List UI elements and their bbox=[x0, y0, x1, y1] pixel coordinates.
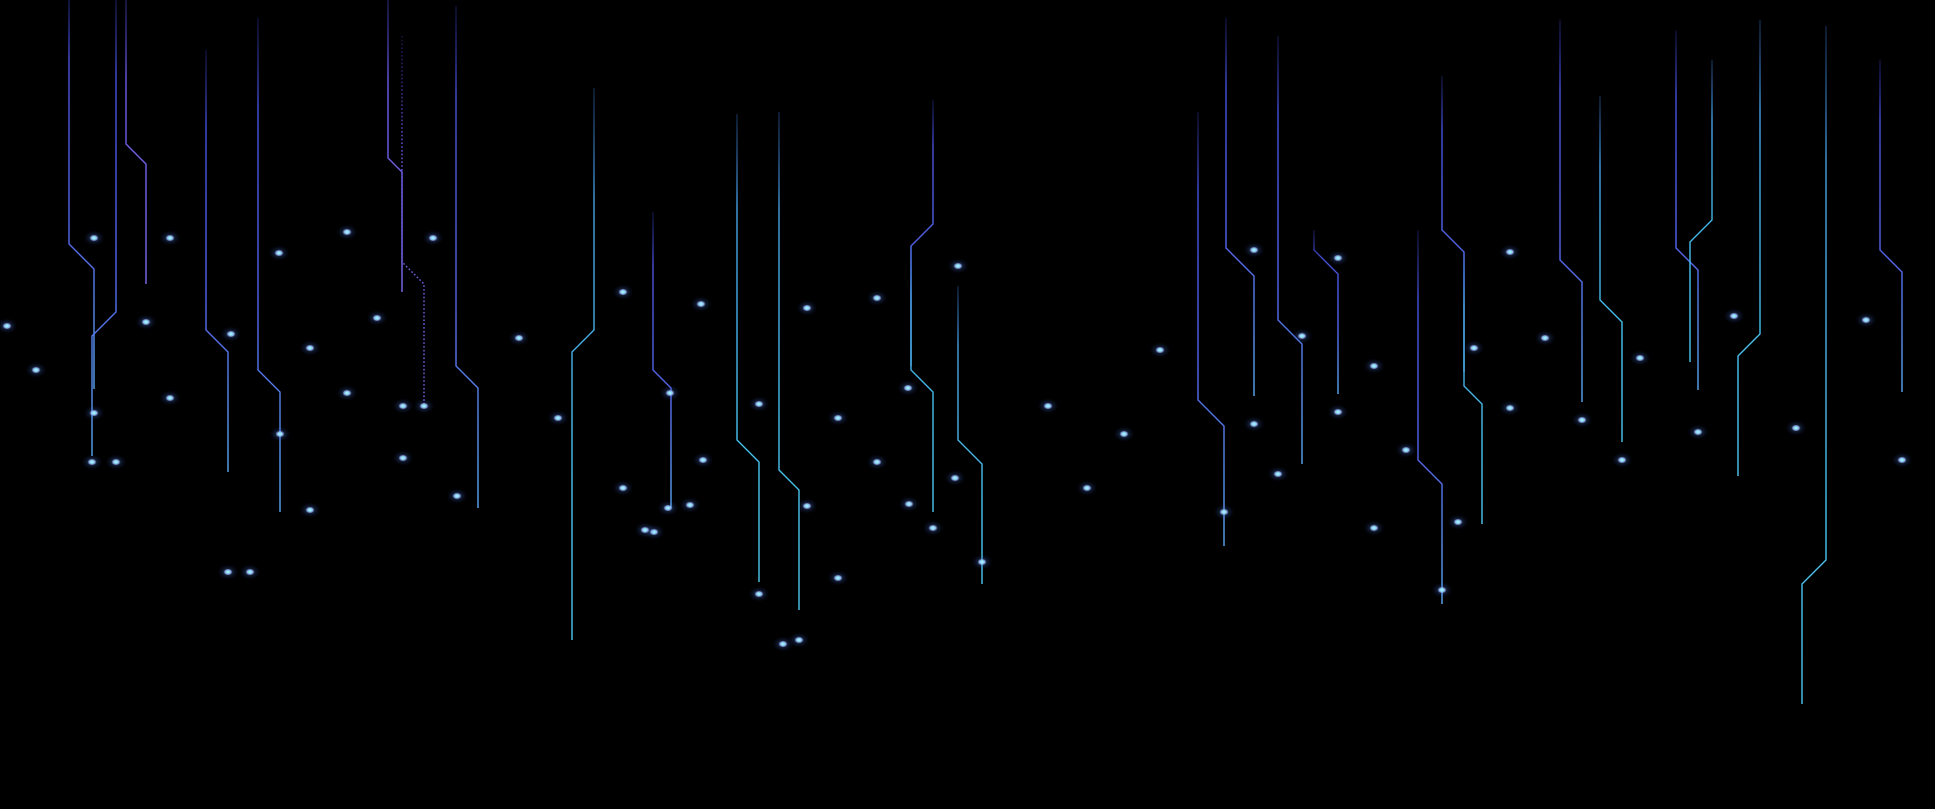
node-dot bbox=[223, 568, 233, 576]
circuit-trace bbox=[1801, 26, 1827, 704]
node-dot bbox=[696, 300, 706, 308]
node-dot bbox=[754, 400, 764, 408]
node-dot bbox=[685, 501, 695, 509]
node-dot bbox=[1540, 334, 1550, 342]
node-dot bbox=[1369, 524, 1379, 532]
node-dot bbox=[833, 414, 843, 422]
node-dot bbox=[903, 384, 913, 392]
node-dot bbox=[1249, 246, 1259, 254]
node-dot bbox=[950, 474, 960, 482]
node-dot bbox=[794, 636, 804, 644]
node-dot bbox=[1249, 420, 1259, 428]
node-dot bbox=[1273, 470, 1283, 478]
node-dot bbox=[398, 402, 408, 410]
node-dot bbox=[89, 409, 99, 417]
circuit-trace bbox=[455, 6, 479, 508]
circuit-trace bbox=[257, 18, 281, 512]
node-dot bbox=[1505, 404, 1515, 412]
node-dot bbox=[553, 414, 563, 422]
node-dot bbox=[618, 484, 628, 492]
node-dot bbox=[754, 590, 764, 598]
node-dot bbox=[663, 504, 673, 512]
node-dot bbox=[1082, 484, 1092, 492]
node-dot bbox=[953, 262, 963, 270]
node-dot bbox=[640, 526, 650, 534]
node-dot bbox=[802, 304, 812, 312]
circuit-trace bbox=[571, 88, 595, 640]
node-dot bbox=[305, 506, 315, 514]
node-dot bbox=[372, 314, 382, 322]
node-dot bbox=[31, 366, 41, 374]
node-dot bbox=[904, 500, 914, 508]
node-dot bbox=[1333, 408, 1343, 416]
node-dot bbox=[977, 558, 987, 566]
node-dot bbox=[2, 322, 12, 330]
node-dot bbox=[1693, 428, 1703, 436]
node-dot bbox=[165, 394, 175, 402]
node-dot bbox=[665, 389, 675, 397]
node-dot bbox=[419, 402, 429, 410]
node-dot bbox=[1219, 508, 1229, 516]
circuit-trace bbox=[1463, 252, 1483, 524]
node-dot bbox=[226, 330, 236, 338]
node-dot bbox=[1729, 312, 1739, 320]
node-dot bbox=[1437, 586, 1447, 594]
node-dot bbox=[1617, 456, 1627, 464]
node-dot bbox=[452, 492, 462, 500]
node-dot bbox=[1043, 402, 1053, 410]
node-dot bbox=[618, 288, 628, 296]
node-dot bbox=[1861, 316, 1871, 324]
node-dot bbox=[1453, 518, 1463, 526]
node-dot bbox=[1897, 456, 1907, 464]
node-dot bbox=[698, 456, 708, 464]
node-dot bbox=[428, 234, 438, 242]
node-dot bbox=[165, 234, 175, 242]
node-dot bbox=[1791, 424, 1801, 432]
node-layer bbox=[0, 224, 1913, 652]
circuit-trace bbox=[387, 0, 403, 292]
node-dot bbox=[342, 389, 352, 397]
node-dot bbox=[87, 458, 97, 466]
node-dot bbox=[802, 502, 812, 510]
node-dot bbox=[1469, 344, 1479, 352]
node-dot bbox=[141, 318, 151, 326]
node-dot bbox=[1119, 430, 1129, 438]
circuit-trace bbox=[125, 0, 147, 284]
node-dot bbox=[778, 640, 788, 648]
node-dot bbox=[1155, 346, 1165, 354]
node-dot bbox=[872, 458, 882, 466]
node-dot bbox=[274, 249, 284, 257]
node-dot bbox=[1635, 354, 1645, 362]
circuit-trace bbox=[652, 212, 672, 508]
circuit-trace bbox=[1737, 20, 1761, 476]
node-dot bbox=[89, 234, 99, 242]
node-dot bbox=[1401, 446, 1411, 454]
node-dot bbox=[1333, 254, 1343, 262]
node-dot bbox=[833, 574, 843, 582]
node-dot bbox=[245, 568, 255, 576]
node-dot bbox=[111, 458, 121, 466]
node-dot bbox=[398, 454, 408, 462]
node-dot bbox=[275, 430, 285, 438]
node-dot bbox=[1297, 332, 1307, 340]
circuit-trace bbox=[1277, 36, 1303, 464]
node-dot bbox=[305, 344, 315, 352]
node-dot bbox=[928, 524, 938, 532]
node-dot bbox=[1505, 248, 1515, 256]
node-dot bbox=[1369, 362, 1379, 370]
node-dot bbox=[872, 294, 882, 302]
node-dot bbox=[1577, 416, 1587, 424]
trace-layer bbox=[6, 0, 1919, 704]
node-dot bbox=[342, 228, 352, 236]
node-dot bbox=[514, 334, 524, 342]
